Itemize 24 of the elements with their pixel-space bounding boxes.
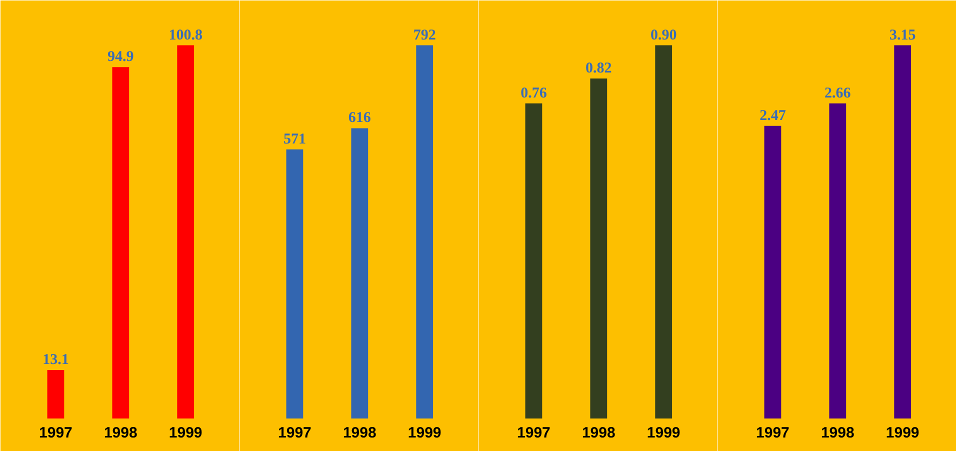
- x-tick-label: 1999: [886, 424, 920, 442]
- x-tick-label: 1997: [517, 424, 550, 442]
- x-tick-label: 1999: [646, 424, 680, 442]
- data-label: 94.9: [108, 49, 134, 66]
- x-tick-label: 1997: [756, 424, 790, 442]
- data-label: 2.66: [824, 85, 852, 102]
- x-tick-label: 1998: [104, 424, 138, 442]
- x-tick-label: 1998: [820, 424, 854, 442]
- data-label: 0.82: [586, 60, 612, 76]
- data-label: 0.90: [650, 27, 677, 44]
- x-tick-label: 1999: [168, 424, 202, 442]
- data-label: 571: [283, 131, 306, 148]
- x-tick-label: 1997: [39, 424, 72, 442]
- data-label: 3.15: [889, 27, 916, 44]
- x-tick-label: 1998: [582, 424, 616, 442]
- data-label: 0.76: [520, 85, 548, 102]
- x-tick-label: 1997: [278, 424, 312, 442]
- x-tick-label: 1998: [342, 424, 376, 442]
- x-tick-label: 1999: [408, 424, 442, 442]
- data-label: 2.47: [760, 108, 786, 124]
- data-label: 792: [413, 27, 436, 44]
- data-label: 616: [348, 110, 372, 126]
- data-label: 13.1: [42, 352, 69, 368]
- data-label: 100.8: [168, 27, 202, 44]
